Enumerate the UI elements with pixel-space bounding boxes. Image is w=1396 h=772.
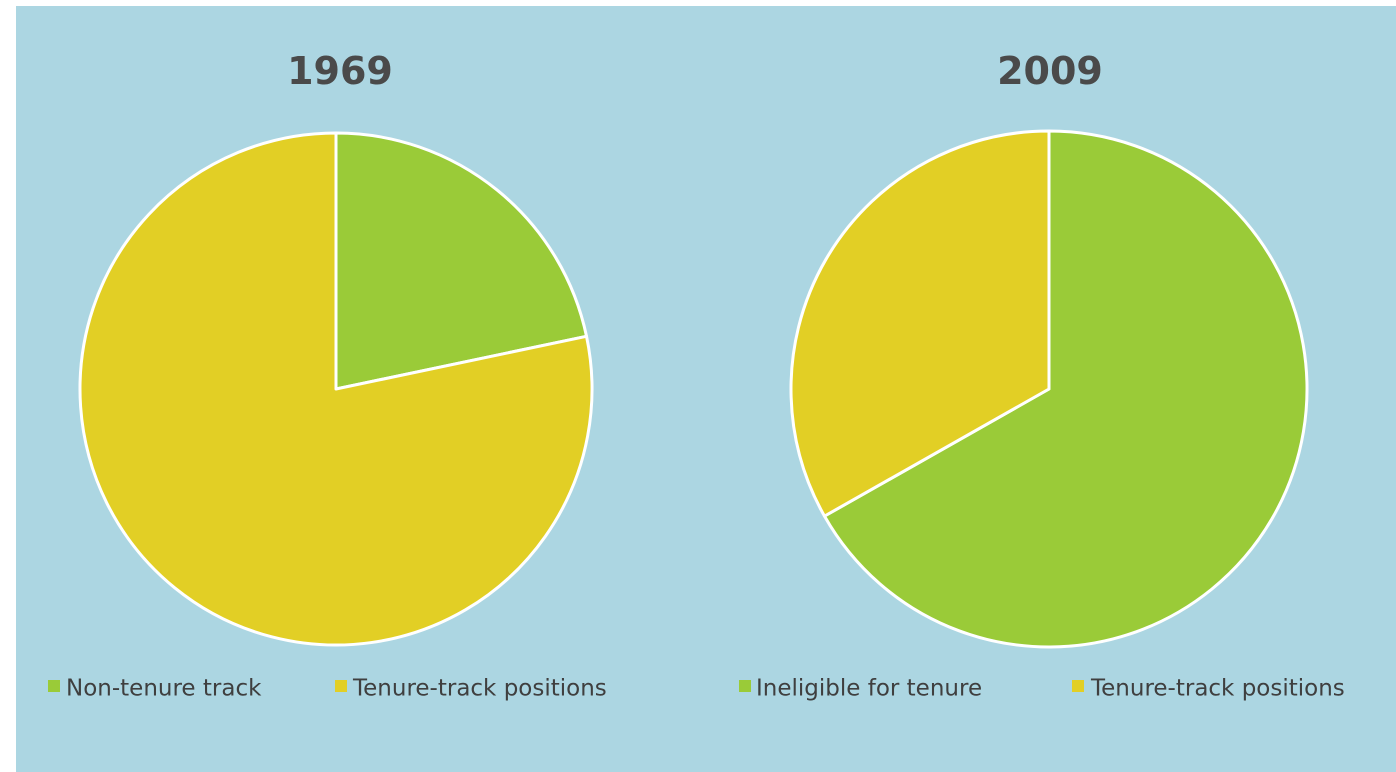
pie-chart-2: 2009 Ineligible for tenure Tenure-track po… bbox=[739, 49, 1345, 702]
chart-legend: Non-tenure track Tenure-track positions bbox=[48, 676, 607, 702]
chart-canvas: 1969 Non-tenure track Tenure-track positio… bbox=[16, 6, 1396, 772]
legend-item-non-tenure-track: Non-tenure track bbox=[48, 676, 262, 702]
pie-slice-ineligible-for-tenure bbox=[822, 129, 1309, 649]
pie-slice-non-tenure-track bbox=[334, 131, 589, 391]
legend-label: Tenure-track positions bbox=[1090, 676, 1345, 702]
legend-swatch bbox=[335, 680, 347, 692]
legend-item-tenure-track-positions: Tenure-track positions bbox=[335, 676, 607, 702]
legend-label: Tenure-track positions bbox=[352, 676, 607, 702]
chart-legend: Ineligible for tenure Tenure-track positi… bbox=[739, 676, 1345, 702]
chart-title: 2009 bbox=[997, 49, 1103, 93]
legend-swatch bbox=[739, 680, 751, 692]
legend-label: Ineligible for tenure bbox=[756, 676, 982, 702]
legend-label: Non-tenure track bbox=[66, 676, 262, 702]
legend-item-ineligible-for-tenure: Ineligible for tenure bbox=[739, 676, 982, 702]
pie-charts: 1969 Non-tenure track Tenure-track positio… bbox=[48, 49, 1345, 702]
chart-title: 1969 bbox=[287, 49, 393, 93]
legend-swatch bbox=[48, 680, 60, 692]
pie-chart-1: 1969 Non-tenure track Tenure-track positio… bbox=[48, 49, 607, 702]
pie-slice-tenure-track-positions bbox=[789, 129, 1051, 518]
legend-swatch bbox=[1072, 680, 1084, 692]
pie-slice-tenure-track-positions bbox=[78, 131, 594, 647]
legend-item-tenure-track-positions: Tenure-track positions bbox=[1072, 676, 1345, 702]
